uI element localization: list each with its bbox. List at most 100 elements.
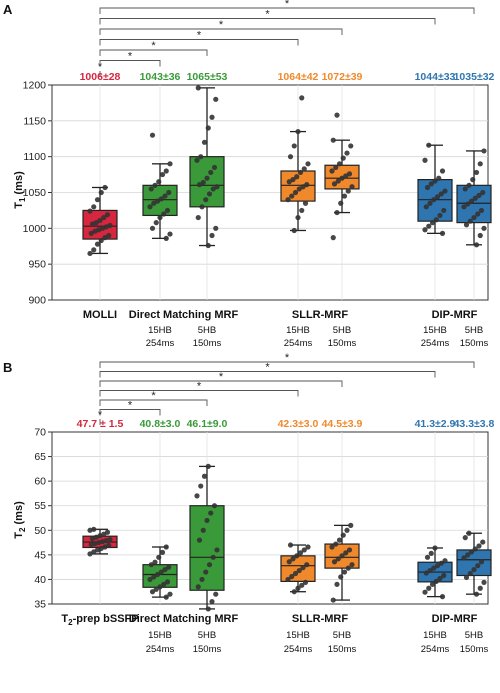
y-axis-label-unit: (ms) [13, 171, 25, 198]
data-point [156, 179, 162, 185]
data-point [344, 527, 350, 533]
data-point [341, 569, 348, 575]
bracket-line [99, 28, 343, 35]
data-point [468, 198, 475, 204]
bracket-star: * [285, 352, 290, 364]
data-point [299, 207, 305, 214]
significance-bracket: * [99, 51, 161, 67]
value-label: 1035±32 [454, 71, 495, 83]
bracket-star: * [151, 40, 156, 52]
y-tick-label: 900 [28, 295, 46, 307]
data-point [305, 544, 311, 550]
bracket-star: * [197, 381, 202, 393]
data-point [206, 562, 213, 568]
data-point [166, 564, 172, 570]
data-point [153, 586, 159, 592]
data-point [153, 220, 159, 226]
box-sub-label-ms: 254ms [284, 338, 313, 349]
box-sub-label-hb: 15HB [423, 630, 447, 641]
y-tick-label: 40 [34, 574, 46, 586]
y-tick-label: 1050 [23, 187, 47, 199]
data-point [304, 182, 310, 188]
group-label-sub: 2 [68, 618, 73, 627]
data-point [198, 154, 204, 160]
data-point [470, 177, 476, 183]
data-point [466, 182, 472, 188]
value-label: 1043±36 [140, 71, 181, 83]
data-point [344, 150, 350, 156]
data-point [147, 204, 153, 210]
data-point [157, 584, 163, 590]
data-point [301, 166, 307, 172]
data-point [291, 227, 297, 234]
data-point [97, 217, 103, 224]
data-point [290, 556, 296, 562]
data-point [439, 168, 446, 174]
significance-bracket: * [99, 371, 343, 387]
data-point [301, 547, 307, 553]
data-point [336, 537, 343, 543]
data-point [467, 218, 473, 224]
data-point [102, 184, 108, 191]
box-sub-label-ms: 150ms [328, 644, 357, 655]
value-label: 46.1±9.0 [187, 418, 228, 430]
data-point [195, 85, 201, 91]
data-point [195, 214, 201, 221]
data-point [148, 562, 154, 568]
y-axis-label-sub: 1 [18, 197, 27, 202]
bracket-line [99, 39, 299, 46]
value-label: 44.5±3.9 [322, 418, 363, 430]
data-point [163, 544, 169, 550]
bracket-star: * [265, 362, 270, 374]
y-axis-label: T1 (ms) [13, 171, 27, 209]
data-point [422, 157, 428, 163]
box-plot-5 [417, 142, 453, 236]
y-tick-label: 50 [34, 525, 46, 537]
data-point [209, 232, 215, 239]
data-point [467, 570, 473, 577]
data-point [292, 570, 299, 577]
data-point [334, 581, 340, 587]
bracket-line [99, 361, 475, 368]
data-point [480, 539, 486, 545]
data-point [286, 559, 292, 565]
box-sub-label-hb: 15HB [286, 630, 310, 641]
data-point [429, 220, 436, 226]
box-sub-label-hb: 5HB [198, 325, 216, 336]
y-axis-label-sub: 2 [18, 527, 27, 532]
data-point [343, 550, 349, 556]
data-point [208, 510, 214, 516]
box-iqr [142, 564, 178, 588]
data-point [292, 189, 299, 196]
data-point [205, 606, 211, 612]
data-point [148, 186, 154, 192]
y-tick-label: 55 [34, 500, 46, 512]
data-point [289, 193, 295, 199]
data-point [341, 193, 348, 199]
data-point [471, 214, 477, 221]
bracket-line [99, 409, 161, 416]
data-point [336, 161, 343, 167]
y-tick-label: 1150 [23, 115, 46, 127]
data-point [213, 225, 219, 231]
data-point [164, 207, 171, 214]
plot-frame [51, 431, 489, 605]
data-point [468, 549, 475, 555]
group-label: MOLLI [83, 309, 117, 321]
box-plot-2 [189, 463, 225, 612]
data-point [98, 237, 104, 244]
panel-label: B [3, 360, 12, 375]
data-point [437, 212, 443, 219]
data-point [163, 594, 169, 600]
group-label-main: T [61, 613, 68, 625]
y-tick-label: 65 [34, 451, 46, 463]
data-point [152, 559, 158, 565]
box-sub-label-ms: 150ms [328, 338, 357, 349]
data-point [157, 214, 163, 221]
data-point [349, 562, 355, 568]
group-label: T2-prep bSSFP [61, 613, 138, 627]
group-label: DIP-MRF [432, 309, 478, 321]
data-point [428, 181, 434, 187]
data-point [338, 200, 344, 206]
